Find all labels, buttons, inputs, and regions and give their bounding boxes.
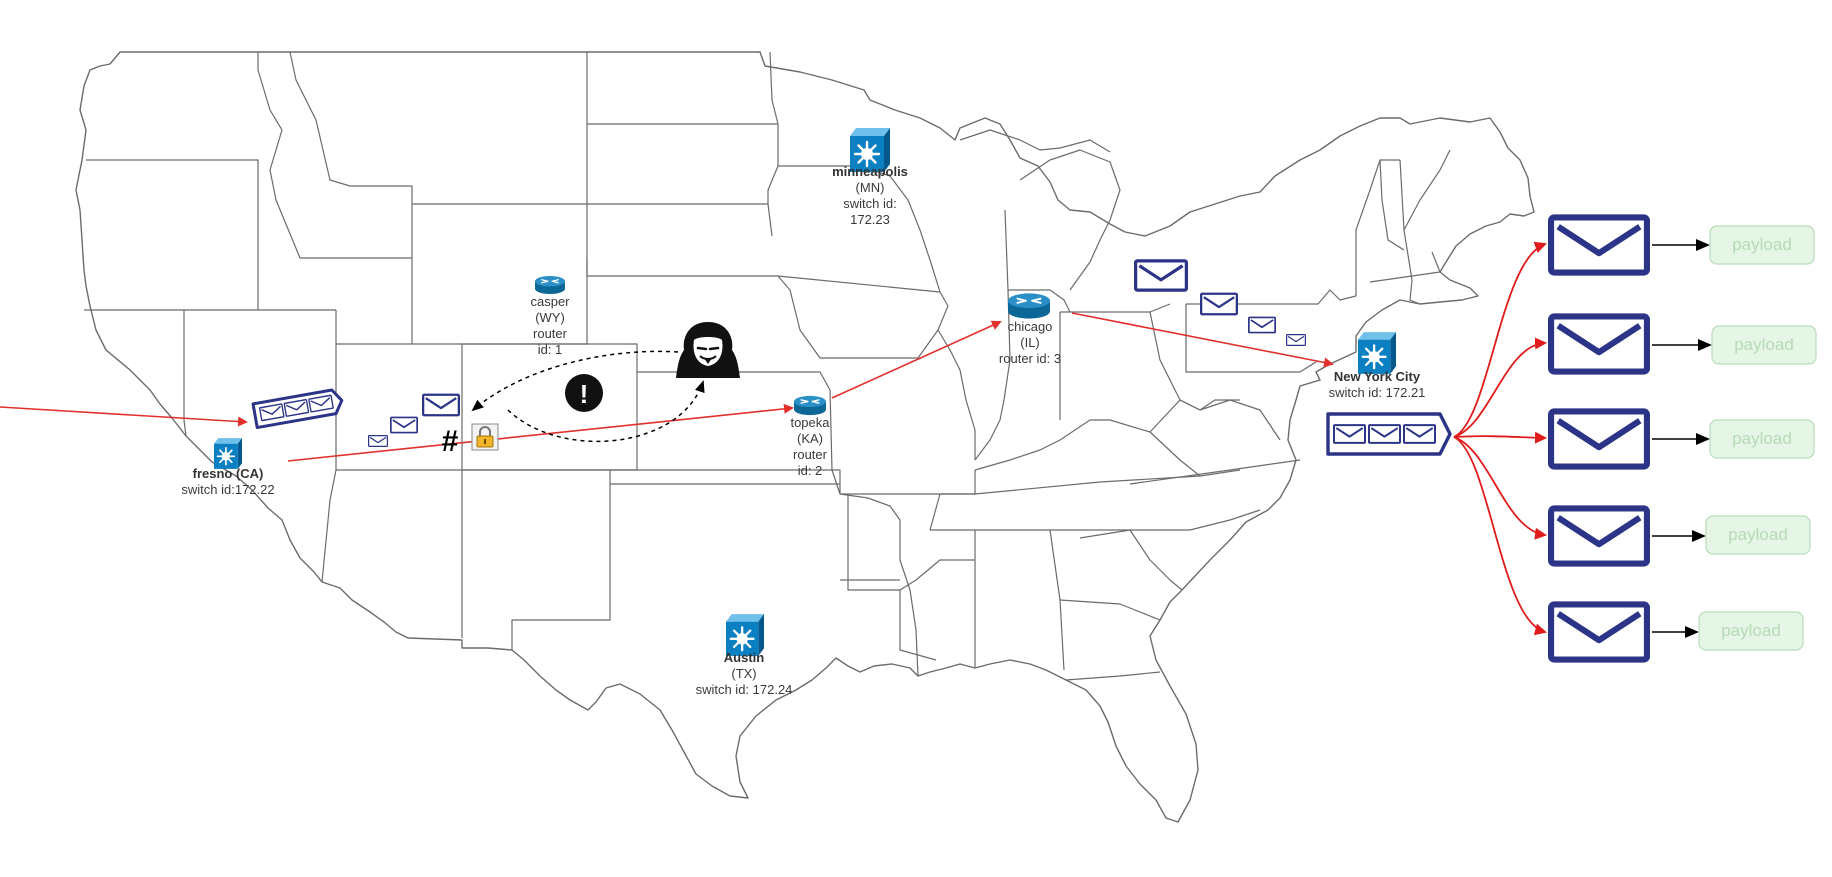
lock-icon xyxy=(471,423,499,451)
router-icon xyxy=(1008,292,1050,320)
node-name: Austin xyxy=(724,650,765,665)
node-topeka[interactable]: topeka (KA) router id: 2 xyxy=(790,395,830,478)
node-casper[interactable]: casper (WY) router id: 1 xyxy=(530,275,570,357)
packet-bundle-nyc xyxy=(1326,412,1452,456)
topeka-to-chicago-arrow xyxy=(831,320,1002,399)
flow-arrows xyxy=(0,312,1334,462)
envelope-icon xyxy=(390,416,418,434)
svg-text:payload: payload xyxy=(1728,525,1788,544)
payload-box[interactable]: payload xyxy=(1709,419,1815,459)
envelope-icon xyxy=(1200,292,1238,316)
fanout-arrows xyxy=(1453,241,1547,636)
switch-icon xyxy=(214,438,242,469)
envelope-icon xyxy=(1368,423,1401,445)
envelope-icon xyxy=(1248,316,1276,334)
node-state: (IL) xyxy=(1020,335,1040,350)
svg-text:payload: payload xyxy=(1734,335,1794,354)
attacker-return-arrow xyxy=(507,380,705,443)
chicago-to-nyc-arrow xyxy=(1071,312,1334,368)
envelope-icon xyxy=(1134,259,1188,292)
alert-icon: ! xyxy=(565,374,603,412)
svg-text:!: ! xyxy=(580,379,589,409)
node-name: topeka xyxy=(790,415,830,430)
node-id-label: switch id:172.22 xyxy=(181,482,274,497)
envelope-icon xyxy=(422,393,460,417)
node-id-label: router id: 3 xyxy=(999,351,1061,366)
node-name: fresno (CA) xyxy=(193,466,264,481)
envelope-icon xyxy=(1286,333,1306,347)
envelope-icon xyxy=(368,434,388,448)
router-icon xyxy=(794,395,826,416)
node-id-value: id: 1 xyxy=(538,342,563,357)
node-id-label: switch id: 172.21 xyxy=(1329,385,1426,400)
us-map xyxy=(75,51,1535,823)
node-id-value: id: 2 xyxy=(798,463,823,478)
envelope-icon xyxy=(1551,508,1647,563)
node-id-label: router xyxy=(533,326,568,341)
switch-icon xyxy=(1358,332,1396,374)
envelope-icon xyxy=(1551,217,1647,272)
router-icon xyxy=(535,275,565,295)
svg-text:payload: payload xyxy=(1732,429,1792,448)
envelope-icon xyxy=(1403,423,1436,445)
node-minneapolis[interactable]: minneapolis (MN) switch id: 172.23 xyxy=(832,128,908,227)
node-state: (KA) xyxy=(797,431,823,446)
payload-arrows xyxy=(1652,239,1712,638)
fresno-to-topeka-arrow xyxy=(287,403,794,462)
us-outline xyxy=(75,51,1535,823)
node-state: (MN) xyxy=(856,180,885,195)
node-chicago[interactable]: chicago (IL) router id: 3 xyxy=(999,292,1061,366)
payload-boxes: payload payload payload payload payload xyxy=(1698,225,1817,651)
envelope-icon xyxy=(1333,423,1366,445)
payload-box[interactable]: payload xyxy=(1711,325,1817,365)
hacker-icon xyxy=(676,322,740,378)
node-name: minneapolis xyxy=(832,164,908,179)
node-austin[interactable]: Austin (TX) switch id: 172.24 xyxy=(696,614,793,697)
envelope-icon xyxy=(1551,316,1647,371)
svg-text:payload: payload xyxy=(1732,235,1792,254)
payload-box[interactable]: payload xyxy=(1698,611,1804,651)
payload-box[interactable]: payload xyxy=(1705,515,1811,555)
node-name: casper xyxy=(530,294,570,309)
packet-bundle-fresno xyxy=(251,388,344,430)
payload-box[interactable]: payload xyxy=(1709,225,1815,265)
node-id-label: switch id: xyxy=(843,196,896,211)
hash-symbol: # xyxy=(442,425,459,458)
node-name: New York City xyxy=(1334,369,1421,384)
incoming-flow-arrow xyxy=(0,406,248,427)
node-fresno[interactable]: fresno (CA) switch id:172.22 xyxy=(181,438,275,497)
node-state: (WY) xyxy=(535,310,565,325)
node-id-value: 172.23 xyxy=(850,212,890,227)
svg-text:payload: payload xyxy=(1721,621,1781,640)
envelope-icon xyxy=(1551,604,1647,659)
node-new-york-city[interactable]: New York City switch id: 172.21 xyxy=(1329,332,1426,400)
node-id-label: switch id: 172.24 xyxy=(696,682,793,697)
node-state: (TX) xyxy=(731,666,756,681)
delivered-envelopes xyxy=(1551,217,1647,659)
node-name: chicago xyxy=(1008,319,1053,334)
node-id-label: router xyxy=(793,447,828,462)
envelope-icon xyxy=(1551,411,1647,466)
